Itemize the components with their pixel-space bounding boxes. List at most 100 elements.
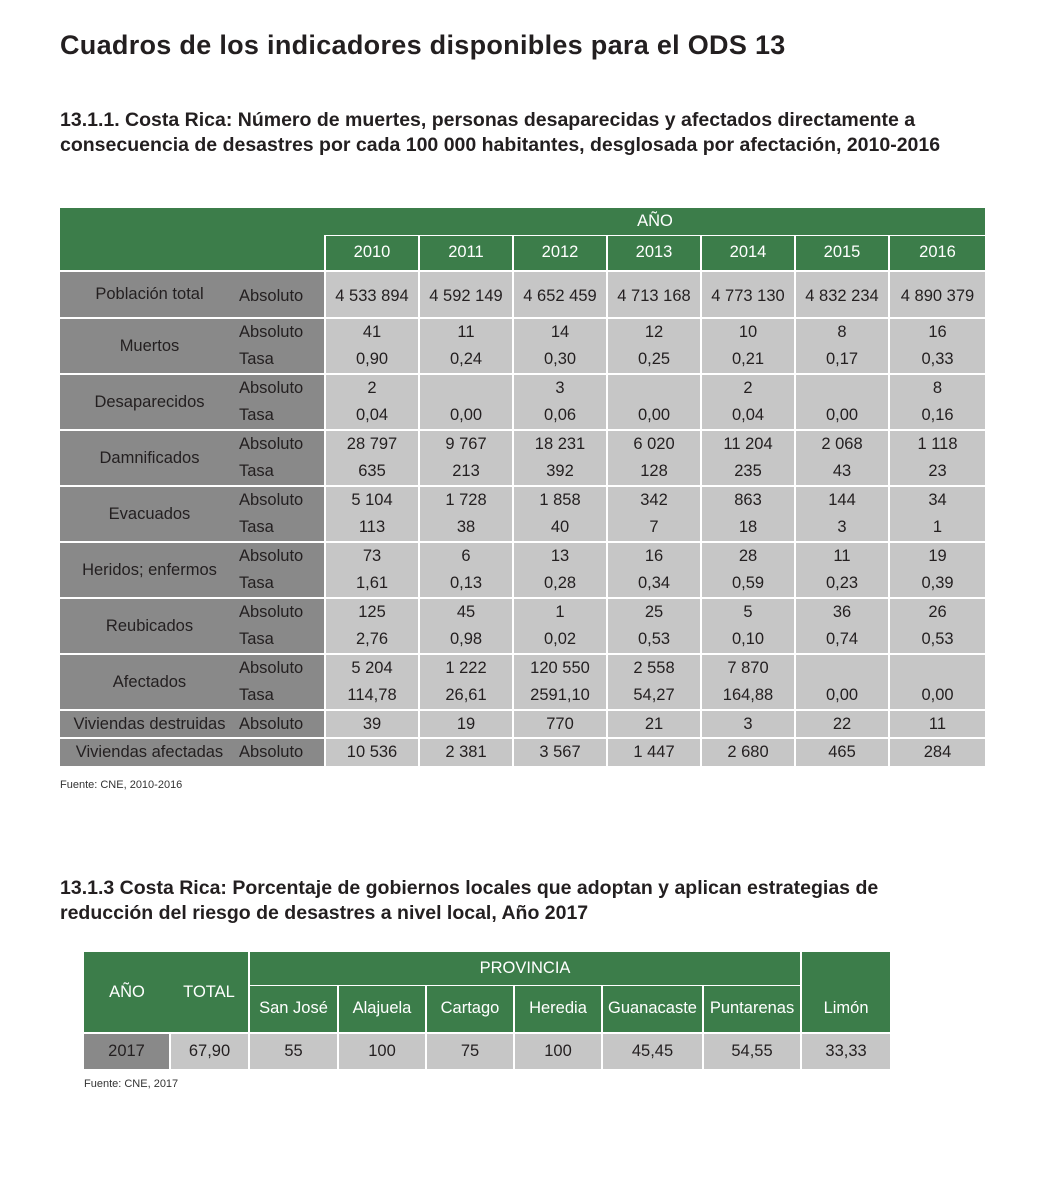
- cell-value: 3: [512, 373, 607, 402]
- row-measure: Absoluto: [235, 653, 325, 682]
- header-year: AÑO: [84, 952, 170, 1033]
- cell-value: 73: [324, 541, 419, 570]
- row-category: Heridos; enfermos: [60, 541, 235, 598]
- cell-value: 16: [888, 317, 985, 346]
- year-header-2010: 2010: [324, 234, 419, 271]
- cell-value: 0,28: [512, 570, 607, 598]
- header-province-heredia: Heredia: [513, 984, 602, 1033]
- header-total: TOTAL: [170, 952, 249, 1033]
- table1-source: Fuente: CNE, 2010-2016: [60, 779, 183, 791]
- header-province-guanacaste: Guanacaste: [601, 984, 703, 1033]
- cell-value: 5 204: [324, 653, 419, 682]
- table-row: Afectados Absoluto 5 204 1 222 120 550 2 558 7…: [60, 653, 985, 710]
- cell-value: 54,27: [606, 682, 701, 710]
- header-province-alajuela: Alajuela: [337, 984, 426, 1033]
- table-row: Tasa 0,90 0,24 0,30 0,25 0,21 0,17 0,33: [60, 346, 985, 374]
- cell-value: 16: [606, 541, 701, 570]
- disaster-impact-table: AÑO 2010 2011 2012 2013 2014 2015 2016 Población…: [60, 208, 985, 766]
- cell-value: 1 222: [418, 653, 513, 682]
- table-row: Tasa 0,04 0,00 0,06 0,00 0,04 0,00 0,16: [60, 402, 985, 430]
- cell-value: 13: [512, 541, 607, 570]
- row-measure: Absoluto: [235, 373, 325, 402]
- row-measure: Tasa: [235, 570, 325, 598]
- cell-value: 19: [418, 709, 513, 738]
- row-category: Muertos: [60, 317, 235, 374]
- table-row: Población total Absoluto 4 533 894 4 592 14…: [60, 270, 985, 318]
- value-guanacaste: 45,45: [601, 1032, 703, 1069]
- cell-value: 0,00: [794, 402, 889, 430]
- cell-value: 45: [418, 597, 513, 626]
- row-measure: Absoluto: [235, 597, 325, 626]
- row-measure: Absoluto: [235, 317, 325, 346]
- table-row: Tasa 635 213 392 128 235 43 23: [60, 458, 985, 486]
- row-measure: Absoluto: [235, 429, 325, 458]
- row-category: Evacuados: [60, 485, 235, 542]
- cell-value: 2 680: [700, 737, 795, 766]
- cell-value: 213: [418, 458, 513, 486]
- value-heredia: 100: [513, 1032, 602, 1069]
- cell-value: 40: [512, 514, 607, 542]
- row-category: Viviendas destruidas: [60, 709, 235, 738]
- cell-value: 8: [794, 317, 889, 346]
- cell-value: 5 104: [324, 485, 419, 514]
- cell-value: [888, 653, 985, 682]
- year-header-2014: 2014: [700, 234, 795, 271]
- table-row: Viviendas afectadas Absoluto 10 536 2 381 3 …: [60, 737, 985, 766]
- value-limon: 33,33: [800, 1032, 891, 1069]
- cell-value: [794, 653, 889, 682]
- cell-value: 0,06: [512, 402, 607, 430]
- row-category: Desaparecidos: [60, 373, 235, 430]
- cell-value: 342: [606, 485, 701, 514]
- cell-value: 19: [888, 541, 985, 570]
- cell-value: 4 652 459: [512, 270, 607, 318]
- cell-value: 6 020: [606, 429, 701, 458]
- cell-value: 1: [512, 597, 607, 626]
- cell-value: 0,90: [324, 346, 419, 374]
- table-row: 2017 67,90 55 100 75 100 45,45 54,55 33,…: [84, 1032, 891, 1069]
- cell-value: 7: [606, 514, 701, 542]
- table2-title-line1: 13.1.3 Costa Rica: Porcentaje de gobiern…: [60, 877, 879, 899]
- cell-value: 4 713 168: [606, 270, 701, 318]
- cell-value: 9 767: [418, 429, 513, 458]
- table-row: Evacuados Absoluto 5 104 1 728 1 858 342 863 14…: [60, 485, 985, 542]
- cell-value: 10 536: [324, 737, 419, 766]
- cell-value: 1,61: [324, 570, 419, 598]
- table1-title-line1: 13.1.1. Costa Rica: Número de muertes, p…: [60, 109, 916, 131]
- cell-value: 1 858: [512, 485, 607, 514]
- table-row: Tasa 114,78 26,61 2591,10 54,27 164,88 0,00 0,0…: [60, 682, 985, 710]
- table1-title-line2: consecuencia de desastres por cada 100 0…: [60, 134, 941, 156]
- cell-value: 120 550: [512, 653, 607, 682]
- year-header-2012: 2012: [512, 234, 607, 271]
- cell-value: 863: [700, 485, 795, 514]
- row-measure: Tasa: [235, 514, 325, 542]
- row-category: Viviendas afectadas: [60, 737, 235, 766]
- table-row: Damnificados Absoluto 28 797 9 767 18 231 6 0…: [60, 429, 985, 486]
- row-measure: Tasa: [235, 402, 325, 430]
- cell-value: 0,25: [606, 346, 701, 374]
- table-row: Muertos Absoluto 41 11 14 12 10 8 16: [60, 317, 985, 374]
- cell-value: 0,59: [700, 570, 795, 598]
- cell-value: 38: [418, 514, 513, 542]
- cell-value: 0,30: [512, 346, 607, 374]
- cell-value: 11: [794, 541, 889, 570]
- cell-value: 1 447: [606, 737, 701, 766]
- cell-value: 43: [794, 458, 889, 486]
- cell-value: 235: [700, 458, 795, 486]
- table-row: Reubicados Absoluto 125 45 1 25 5 36 26: [60, 597, 985, 654]
- header-province-san-jose: San José: [248, 984, 338, 1033]
- row-category: Reubicados: [60, 597, 235, 654]
- row-measure: Absoluto: [235, 709, 325, 738]
- cell-value: 34: [888, 485, 985, 514]
- year-header-2016: 2016: [888, 234, 985, 271]
- cell-value: 0,10: [700, 626, 795, 654]
- cell-value: 18 231: [512, 429, 607, 458]
- table2-source: Fuente: CNE, 2017: [84, 1078, 179, 1090]
- row-category: Población total: [60, 270, 235, 318]
- cell-value: 2,76: [324, 626, 419, 654]
- cell-value: 0,00: [418, 402, 513, 430]
- cell-value: 0,23: [794, 570, 889, 598]
- cell-value: 4 890 379: [888, 270, 985, 318]
- row-measure: Absoluto: [235, 270, 325, 318]
- cell-value: 0,04: [700, 402, 795, 430]
- cell-value: 2 558: [606, 653, 701, 682]
